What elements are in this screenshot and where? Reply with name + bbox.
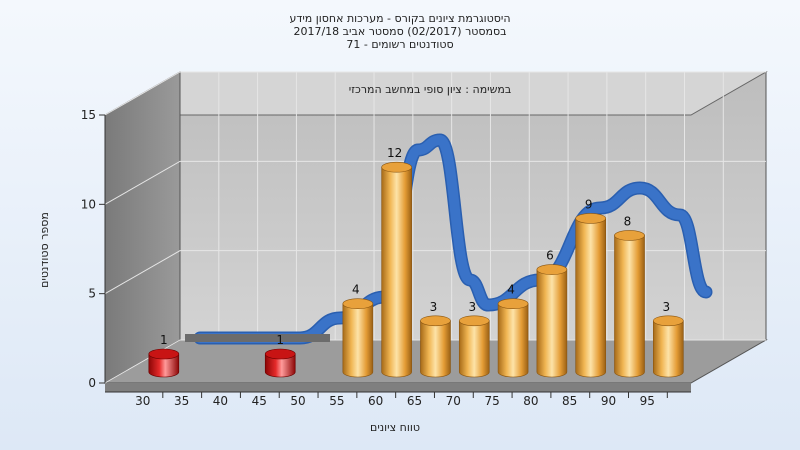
x-tick-label: 75: [484, 394, 499, 408]
x-tick-label: 85: [562, 394, 577, 408]
value-label-30: 1: [160, 333, 168, 347]
bar-top-45: [264, 348, 296, 360]
y-tick-label: 0: [88, 376, 96, 390]
y-tick-label: 10: [81, 197, 96, 211]
bar-30: [148, 353, 180, 378]
value-label-60: 12: [387, 146, 402, 160]
floor-front-edge: [105, 383, 691, 392]
bar-45: [264, 353, 296, 378]
x-tick-label: 30: [135, 394, 150, 408]
bar-top-75: [497, 298, 529, 310]
bar-80: [536, 269, 568, 378]
y-tick-label: 15: [81, 108, 96, 122]
y-tick-label: 5: [88, 287, 96, 301]
value-label-75: 4: [507, 283, 515, 297]
bar-75: [497, 303, 529, 378]
value-label-55: 4: [352, 283, 360, 297]
value-labels: 1 1 4 12 3 3 4 6 9 8 3: [160, 146, 670, 347]
bar-top-85: [575, 213, 606, 224]
value-label-95: 3: [662, 300, 670, 314]
bar-90: [614, 235, 645, 378]
bar-top-30: [148, 348, 180, 360]
x-tick-label: 45: [252, 394, 267, 408]
value-label-90: 8: [624, 214, 632, 228]
bar-top-60: [381, 161, 412, 173]
x-tick-label: 35: [174, 394, 189, 408]
bar-top-65: [420, 315, 451, 327]
x-tick-label: 70: [446, 394, 461, 408]
bar-top-80: [536, 264, 568, 275]
x-axis-label: טווח ציונים: [370, 421, 420, 434]
y-gridline: [104, 339, 766, 384]
left-wall: [104, 71, 181, 384]
bar-top-55: [342, 298, 374, 310]
x-tick-label: 90: [601, 394, 616, 408]
value-label-80: 6: [546, 249, 554, 263]
bar-95: [653, 320, 684, 378]
bar-55: [342, 303, 374, 378]
value-label-70: 3: [468, 300, 476, 314]
y-axis-label: מספר סטודנטים: [38, 212, 51, 288]
value-label-85: 9: [585, 197, 593, 211]
chart-subtitle: במשימה : ציון סופי במחשב המרכזי: [349, 83, 512, 96]
x-tick-label: 40: [213, 394, 228, 408]
x-tick-label: 95: [640, 394, 655, 408]
bar-85: [575, 218, 606, 378]
bar-top-95: [653, 315, 684, 327]
y-gridline: [104, 71, 766, 116]
chart-title-line-3: סטודנטים רשומים - 71: [346, 38, 454, 51]
chart-title-line-1: היסטוגרמת ציונים בקורס - מערכות אחסון מי…: [289, 12, 511, 25]
bar-top-70: [458, 315, 490, 327]
bar-top-90: [614, 230, 645, 241]
value-label-45: 1: [276, 333, 284, 347]
x-tick-label: 80: [523, 394, 538, 408]
x-tick-label: 55: [329, 394, 344, 408]
chart-title-line-2: בסמסטר (02/2017) סמסטר אביב 2017/18: [293, 25, 507, 38]
x-tick-label: 50: [290, 394, 305, 408]
x-tick-label: 65: [407, 394, 422, 408]
bars: [148, 161, 684, 378]
x-tick-label: 60: [368, 394, 383, 408]
bar-65: [420, 320, 451, 378]
value-label-65: 3: [430, 300, 438, 314]
bar-60: [381, 166, 412, 378]
axes: 0 5 10 15 30 35 40 45 50 55 60 65 70 75 80 85 90 95: [81, 108, 691, 408]
y-gridline: [104, 160, 766, 205]
bar-70: [458, 320, 490, 378]
